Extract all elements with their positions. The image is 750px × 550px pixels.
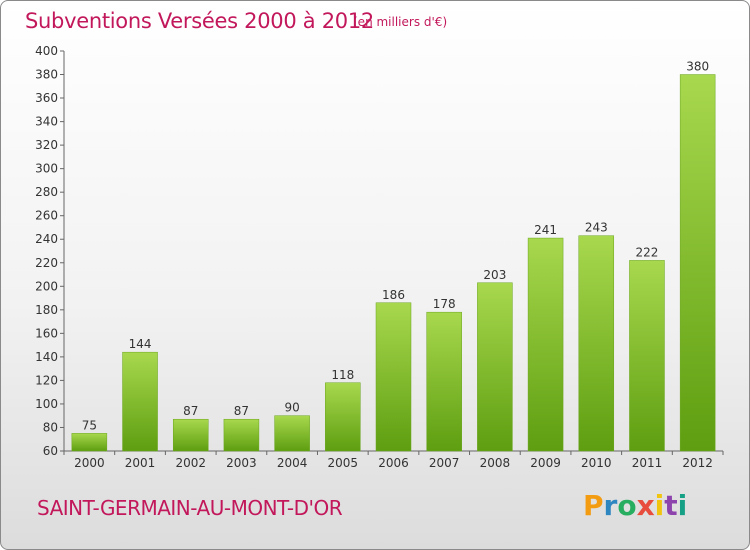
y-tick-label: 80	[43, 420, 58, 434]
value-label: 222	[636, 245, 659, 259]
y-tick-label: 280	[35, 185, 58, 199]
bar-2009	[527, 237, 564, 452]
x-tick-label: 2009	[530, 456, 561, 470]
x-tick-label: 2007	[429, 456, 460, 470]
value-label: 144	[129, 337, 152, 351]
value-label: 75	[82, 418, 97, 432]
logo-letter: r	[603, 489, 618, 522]
bar-2000	[71, 433, 108, 452]
x-tick-label: 2001	[125, 456, 156, 470]
y-tick-label: 260	[35, 209, 58, 223]
y-tick-label: 180	[35, 303, 58, 317]
chart-axes: 60 80 100 120 140 160 180 200 220 240 260 280 300 320…	[35, 44, 724, 470]
y-tick-label: 340	[35, 115, 58, 129]
y-tick-label: 300	[35, 162, 58, 176]
bar-2004	[274, 415, 310, 452]
bar-2012	[679, 74, 716, 452]
value-label: 178	[433, 297, 456, 311]
x-tick-label: 2011	[632, 456, 663, 470]
x-tick-label: 2012	[682, 456, 713, 470]
logo-letter: i	[654, 489, 665, 522]
bar-2005	[325, 382, 361, 452]
bar-2008	[477, 282, 513, 452]
x-tick-label: 2002	[175, 456, 206, 470]
x-tick-label: 2008	[480, 456, 511, 470]
y-tick-label: 360	[35, 91, 58, 105]
value-label: 90	[284, 401, 299, 415]
bar-2002	[172, 418, 209, 452]
y-tick-label: 240	[35, 232, 58, 246]
y-tick-label: 140	[35, 350, 58, 364]
x-tick-label: 2004	[277, 456, 308, 470]
value-label: 186	[382, 288, 405, 302]
logo-letter: i	[677, 489, 688, 522]
x-tick-label: 2003	[226, 456, 257, 470]
logo-letter: x	[636, 489, 655, 522]
value-label: 87	[234, 404, 249, 418]
commune-name: SAINT-GERMAIN-AU-MONT-D'OR	[37, 496, 343, 520]
value-label: 243	[585, 221, 608, 235]
y-tick-label: 220	[35, 256, 58, 270]
y-tick-label: 120	[35, 373, 58, 387]
y-tick-label: 160	[35, 326, 58, 340]
logo-letter: t	[664, 489, 678, 522]
chart-title: Subventions Versées 2000 à 2012	[25, 9, 374, 33]
x-tick-label: 2005	[328, 456, 359, 470]
y-tick-label: 100	[35, 397, 58, 411]
value-label: 87	[183, 404, 198, 418]
chart-bars	[71, 74, 716, 452]
bar-2010	[578, 235, 615, 452]
value-label: 203	[483, 268, 506, 282]
y-tick-label: 60	[43, 444, 58, 458]
x-tick-label: 2010	[581, 456, 612, 470]
y-tick-label: 400	[35, 44, 58, 58]
x-tick-label: 2006	[378, 456, 409, 470]
bar-2003	[223, 418, 260, 452]
logo-letter: P	[583, 489, 604, 522]
y-tick-label: 320	[35, 138, 58, 152]
bar-2001	[122, 351, 158, 452]
chart-subtitle: (en milliers d'€)	[353, 15, 448, 29]
value-label: 380	[686, 60, 709, 74]
value-label: 118	[331, 368, 354, 382]
bar-2006	[375, 302, 412, 452]
y-tick-label: 380	[35, 68, 58, 82]
logo-letter: o	[617, 489, 637, 522]
bar-2007	[426, 311, 462, 452]
bar-2011	[629, 260, 665, 452]
x-tick-label: 2000	[74, 456, 105, 470]
y-tick-label: 200	[35, 279, 58, 293]
value-label: 241	[534, 223, 557, 237]
chart-value-labels: 75 144 87 87 90 118 186 178 203 241 243 222 380	[82, 60, 709, 433]
proxiti-logo[interactable]: Proxiti	[583, 489, 687, 522]
